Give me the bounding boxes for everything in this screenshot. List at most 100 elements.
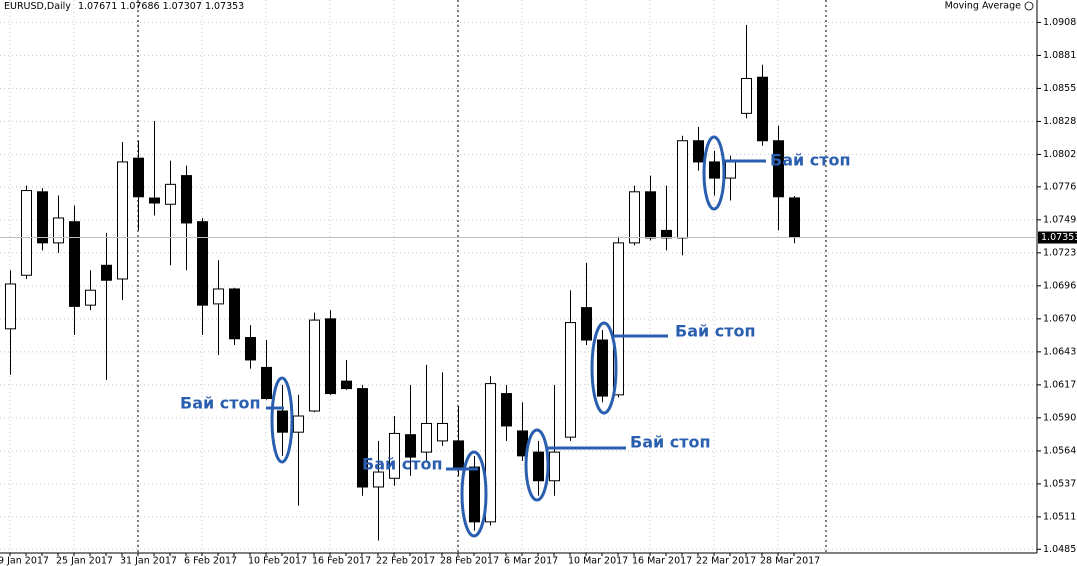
candle-body xyxy=(549,451,560,482)
candle-body xyxy=(197,221,208,306)
candle-body xyxy=(117,161,128,280)
x-tick-label: 22 Feb 2017 xyxy=(376,556,435,566)
x-tick-label: 28 Feb 2017 xyxy=(440,556,499,566)
last-price-box xyxy=(1038,231,1077,244)
candle-body xyxy=(725,160,736,179)
y-tick-label: 1.06170 xyxy=(1043,379,1077,390)
x-tick-label: 10 Mar 2017 xyxy=(568,556,628,566)
candle-body xyxy=(133,157,144,198)
y-tick-label: 1.06435 xyxy=(1043,346,1077,357)
candle-body xyxy=(213,288,224,305)
header-close: 1.07353 xyxy=(205,1,244,12)
candle-body xyxy=(69,221,80,307)
x-tick-label: 6 Feb 2017 xyxy=(184,556,237,566)
candle-body xyxy=(293,415,304,433)
candle-body xyxy=(421,422,432,453)
candle-body xyxy=(277,410,288,433)
x-tick-label: 31 Jan 2017 xyxy=(120,556,177,566)
header-open: 1.07671 xyxy=(78,1,117,12)
candle-body xyxy=(437,422,448,442)
candle-body xyxy=(533,451,544,482)
y-tick-label: 1.07760 xyxy=(1043,181,1077,192)
annotation-text: Бай стоп xyxy=(362,455,443,474)
annotation-ellipse xyxy=(702,135,726,211)
last-price-label: 1.07353 xyxy=(1041,232,1077,243)
candle-body xyxy=(677,140,688,239)
annotation-ellipse xyxy=(590,321,618,415)
x-tick-label: 10 Feb 2017 xyxy=(248,556,307,566)
candle-body xyxy=(37,191,48,244)
y-tick-label: 1.09080 xyxy=(1043,17,1077,28)
candle-body xyxy=(581,307,592,341)
symbol: EURUSD,Daily xyxy=(4,1,71,12)
y-tick-label: 1.07230 xyxy=(1043,247,1077,258)
chart-header: EURUSD,Daily 1.07671 1.07686 1.07307 1.0… xyxy=(4,1,244,12)
annotation-text: Бай стоп xyxy=(675,322,756,341)
candle-body xyxy=(629,191,640,244)
candle-body xyxy=(309,319,320,412)
header-low: 1.07307 xyxy=(163,1,202,12)
candle-body xyxy=(693,140,704,163)
candle-body xyxy=(741,77,752,114)
y-tick-label: 1.06965 xyxy=(1043,280,1077,291)
candle-body xyxy=(373,471,384,488)
indicator-label: Moving Average xyxy=(945,1,1022,12)
candle-body xyxy=(357,388,368,488)
candle-body xyxy=(709,161,720,179)
y-tick-label: 1.05640 xyxy=(1043,445,1077,456)
candle-body xyxy=(389,432,400,479)
candle-body xyxy=(181,175,192,224)
candle-body xyxy=(645,191,656,239)
annotation-text: Бай стоп xyxy=(180,394,261,413)
candle-body xyxy=(325,318,336,395)
candle-body xyxy=(229,288,240,340)
x-tick-label: 16 Mar 2017 xyxy=(632,556,692,566)
candle-body xyxy=(165,183,176,205)
y-tick-label: 1.08285 xyxy=(1043,116,1077,127)
candle-body xyxy=(85,289,96,306)
candle-body xyxy=(485,383,496,523)
header-high: 1.07686 xyxy=(120,1,159,12)
x-tick-label: 22 Mar 2017 xyxy=(696,556,756,566)
candle-body xyxy=(565,322,576,438)
annotation-ellipse xyxy=(524,428,550,502)
candle-body xyxy=(773,140,784,198)
candle-body xyxy=(613,242,624,396)
candle-body xyxy=(261,366,272,400)
y-tick-label: 1.08815 xyxy=(1043,50,1077,61)
annotation-text: Бай стоп xyxy=(770,151,851,170)
candle-body xyxy=(149,197,160,204)
candle-body xyxy=(5,283,16,330)
x-tick-label: 19 Jan 2017 xyxy=(0,556,49,566)
x-tick-label: 16 Feb 2017 xyxy=(312,556,371,566)
y-tick-label: 1.08550 xyxy=(1043,83,1077,94)
y-tick-label: 1.05110 xyxy=(1043,511,1077,522)
candle-body xyxy=(757,76,768,142)
candle-body xyxy=(469,466,480,523)
y-tick-label: 1.04850 xyxy=(1043,544,1077,555)
candle-body xyxy=(405,434,416,458)
x-tick-label: 6 Mar 2017 xyxy=(504,556,558,566)
annotation-text: Бай стоп xyxy=(630,433,711,452)
candle-body xyxy=(789,197,800,239)
candle-body xyxy=(453,440,464,468)
indicator-icon xyxy=(1024,1,1034,11)
annotation-ellipse xyxy=(270,376,294,464)
y-tick-label: 1.08020 xyxy=(1043,149,1077,160)
x-tick-label: 28 Mar 2017 xyxy=(760,556,820,566)
x-tick-label: 25 Jan 2017 xyxy=(56,556,113,566)
y-tick-label: 1.07495 xyxy=(1043,214,1077,225)
candle-body xyxy=(245,337,256,361)
candle-body xyxy=(597,339,608,397)
candle-body xyxy=(101,264,112,281)
candle-body xyxy=(53,217,64,244)
candle-body xyxy=(21,190,32,276)
candle-body xyxy=(661,229,672,239)
annotation-ellipse xyxy=(460,450,488,538)
y-tick-label: 1.05905 xyxy=(1043,412,1077,423)
y-tick-label: 1.06700 xyxy=(1043,313,1077,324)
y-tick-label: 1.05375 xyxy=(1043,478,1077,489)
candle-body xyxy=(501,393,512,427)
candle-body xyxy=(341,380,352,390)
